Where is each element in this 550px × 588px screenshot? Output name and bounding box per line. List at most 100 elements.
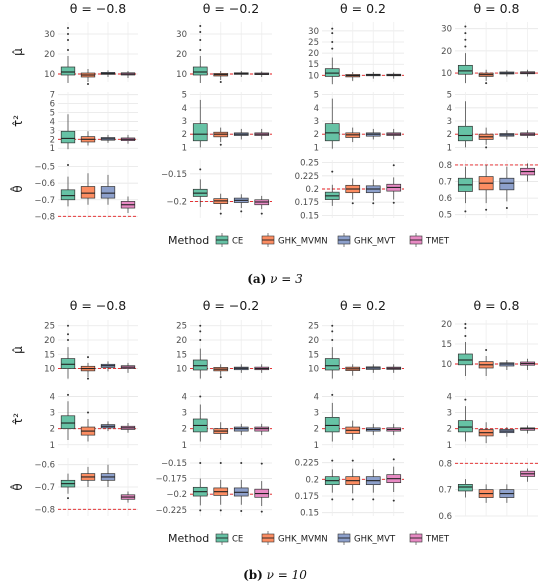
outlier-point [219, 81, 222, 83]
row-label: τ̂² [11, 115, 25, 127]
tick-label: −0.7 [34, 196, 55, 206]
tick-label: 3 [447, 409, 452, 419]
box-GHK_MVMN [213, 71, 229, 83]
outlier-point [351, 459, 354, 462]
panel: 1 2 3 4 [447, 390, 538, 451]
tick-label: 4 [314, 104, 319, 114]
outlier-point [67, 49, 69, 51]
tick-label: 3 [447, 117, 452, 127]
caption-a-text: ν = 3 [270, 272, 303, 286]
outlier-point [331, 170, 334, 173]
box-GHK_MVT [233, 423, 249, 436]
outlier-point [485, 208, 488, 211]
box-GHK_MVMN [478, 127, 494, 149]
box-TMET [386, 458, 402, 502]
tick-label: 4 [50, 392, 55, 402]
box-TMET [254, 128, 270, 140]
box-GHK_MVT [100, 134, 116, 143]
outlier-point [331, 330, 334, 333]
box-CE [192, 324, 208, 379]
tick-label: 0.15 [300, 509, 319, 519]
tick-label: 1 [314, 143, 319, 153]
tick-label: 0.2 [305, 185, 319, 195]
box-CE [457, 479, 473, 498]
caption-a-label: (a) [247, 272, 267, 286]
tick-label: 1 [447, 143, 452, 153]
tick-label: 0.8 [438, 161, 452, 171]
tick-label: 1 [182, 441, 187, 451]
tick-label: −0.175 [156, 475, 187, 485]
tick-label: 15 [308, 350, 319, 360]
tick-label: 3 [314, 117, 319, 127]
outlier-point [372, 202, 375, 205]
legend-title: Method [168, 234, 209, 247]
outlier-point [331, 324, 334, 327]
tick-label: 30 [44, 30, 55, 40]
box-GHK_MVT [499, 427, 515, 437]
box-CE [324, 27, 340, 85]
box-TMET [520, 468, 536, 482]
box-GHK_MVT [100, 361, 116, 372]
tick-label: 15 [441, 340, 452, 350]
outlier-point [464, 45, 467, 48]
box-GHK_MVMN [345, 459, 361, 501]
legend-key-GHK_MVMN [261, 233, 275, 247]
box-body [499, 177, 515, 191]
tick-label: 10 [441, 69, 452, 79]
box-TMET [120, 71, 136, 78]
legend-key-GHK_MVT [337, 531, 351, 545]
outlier-point [67, 39, 69, 41]
tick-label: 25 [308, 38, 319, 48]
figure-a: θ = −0.8 θ = −0.2 θ = 0.2 θ = 0.81020301020… [9, 1, 538, 247]
tick-label: 2 [447, 425, 452, 435]
box-body [457, 420, 473, 433]
outlier-point [199, 49, 202, 51]
tick-label: 5 [447, 91, 452, 101]
tick-label: 20 [176, 50, 187, 60]
tick-label: 0.7 [438, 178, 452, 188]
panel-background [455, 390, 538, 448]
outlier-point [199, 25, 202, 27]
tick-label: −0.8 [34, 505, 55, 515]
tick-label: 10 [308, 365, 319, 375]
outlier-point [331, 32, 334, 35]
outlier-point [331, 393, 334, 396]
panel: −0.6 −0.7 −0.8 [34, 458, 138, 516]
box-GHK_MVT [499, 360, 515, 370]
outlier-point [87, 83, 89, 85]
box-GHK_MVMN [345, 127, 361, 143]
outlier-point [240, 461, 243, 464]
tick-label: 20 [308, 49, 319, 59]
tick-label: −0.7 [34, 483, 55, 493]
tick-label: 2 [50, 425, 55, 435]
tick-label: 1 [50, 144, 55, 154]
tick-label: 20 [308, 336, 319, 346]
box-CE [457, 25, 473, 84]
box-GHK_MVMN [345, 178, 361, 205]
box-GHK_MVMN [478, 349, 494, 376]
outlier-point [219, 376, 222, 379]
box-GHK_MVT [100, 464, 116, 487]
box-body [80, 186, 96, 199]
panel: 1 2 3 4 5 [314, 91, 404, 153]
outlier-point [464, 323, 467, 325]
row-label: θ̂ [9, 185, 25, 192]
outlier-point [219, 212, 222, 215]
box-GHK_MVMN [478, 164, 494, 211]
box-TMET [520, 69, 536, 77]
outlier-point [505, 207, 508, 210]
outlier-point [331, 47, 334, 50]
outlier-point [199, 324, 202, 327]
row-label: τ̂² [11, 413, 25, 425]
tick-label: 30 [308, 27, 319, 37]
panel: 10 20 30 [44, 22, 138, 85]
box-TMET [120, 362, 136, 373]
outlier-point [219, 509, 222, 512]
tick-label: 1 [447, 441, 452, 451]
panel: 0.5 0.6 0.7 0.8 [438, 160, 538, 221]
tick-label: −0.5 [34, 163, 55, 173]
tick-label: 0.2 [305, 475, 319, 485]
box-CE [457, 166, 473, 213]
outlier-point [331, 339, 334, 341]
